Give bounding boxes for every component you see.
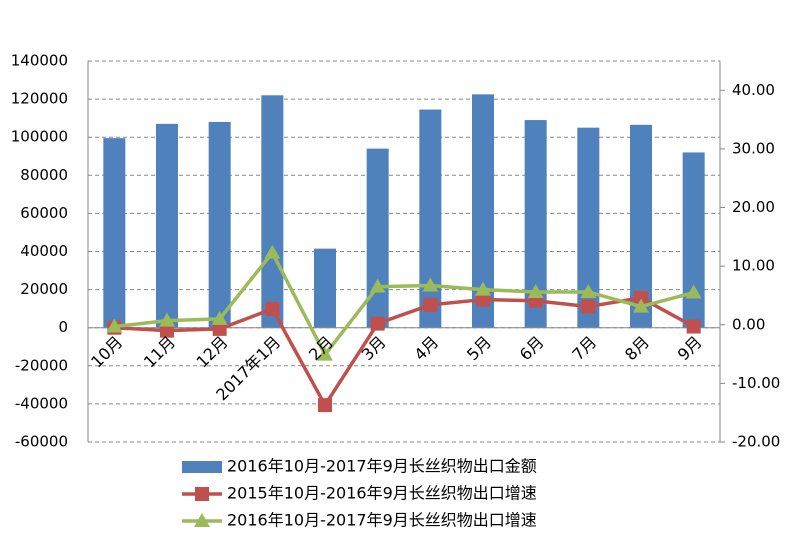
- x-tick-label: 7月: [568, 332, 600, 364]
- x-tick-label: 3月: [358, 332, 390, 364]
- point: [159, 312, 175, 327]
- point: [422, 277, 439, 292]
- x-tick-label: 8月: [621, 332, 653, 364]
- point: [106, 318, 123, 333]
- point: [370, 316, 385, 331]
- y2-tick-label: 20.00: [732, 198, 775, 216]
- point: [633, 298, 649, 313]
- point: [423, 297, 438, 312]
- y-tick-label: 40000: [20, 242, 68, 260]
- line: [114, 249, 695, 358]
- legend-label: 2015年10月-2016年9月长丝织物出口增速: [227, 484, 537, 503]
- bar: [103, 138, 126, 328]
- bar: [524, 120, 547, 328]
- y-tick-label: 80000: [20, 166, 68, 184]
- bar: [314, 248, 336, 328]
- y-tick-label: 140000: [11, 52, 68, 70]
- legend-marker: [194, 513, 210, 527]
- y-tick-label: 120000: [11, 90, 68, 108]
- y-tick-label: 100000: [11, 128, 68, 146]
- y2-tick-label: 40.00: [732, 81, 775, 99]
- point: [264, 244, 281, 259]
- bar: [682, 152, 705, 328]
- legend-swatch: [182, 461, 222, 473]
- y2-tick-label: 10.00: [732, 257, 775, 275]
- point: [527, 283, 544, 298]
- x-tick-label: 10月: [87, 332, 126, 371]
- point: [318, 398, 332, 413]
- bar: [366, 148, 389, 328]
- point: [475, 281, 491, 296]
- point: [211, 310, 228, 325]
- bar: [630, 124, 652, 328]
- y2-tick-label: 0.00: [732, 315, 765, 333]
- y-tick-label: -60000: [15, 433, 68, 451]
- bar: [472, 94, 494, 328]
- y-tick-label: 60000: [20, 204, 68, 222]
- line: [114, 295, 695, 409]
- legend-marker: [195, 487, 209, 501]
- point: [685, 284, 702, 299]
- y-tick-label: 20000: [20, 280, 68, 298]
- x-tick-label: 5月: [463, 332, 495, 364]
- x-tick-label: 6月: [516, 332, 548, 364]
- point: [160, 323, 174, 338]
- bar: [156, 123, 178, 328]
- point: [581, 299, 596, 314]
- x-tick-label: 4月: [410, 332, 442, 364]
- point: [634, 290, 648, 305]
- y2-tick-label: -10.00: [732, 374, 780, 392]
- x-tick-label: 12月: [193, 332, 232, 371]
- y-tick-label: -40000: [15, 394, 68, 412]
- y-tick-label: 0: [58, 318, 68, 336]
- point: [369, 278, 386, 293]
- bar: [261, 95, 284, 328]
- x-tick-label: 9月: [674, 332, 706, 364]
- legend-label: 2016年10月-2017年9月长丝织物出口金额: [227, 457, 537, 476]
- point: [212, 321, 227, 336]
- bar: [577, 127, 600, 328]
- bar: [419, 109, 442, 328]
- y-tick-label: -20000: [15, 356, 68, 374]
- y2-tick-label: -20.00: [732, 433, 780, 451]
- point: [686, 319, 701, 334]
- bar: [208, 121, 231, 328]
- legend-label: 2016年10月-2017年9月长丝织物出口增速: [227, 511, 537, 530]
- point: [476, 292, 490, 307]
- point: [580, 283, 597, 298]
- point: [265, 301, 280, 316]
- y2-tick-label: 30.00: [732, 139, 775, 157]
- point: [317, 346, 333, 361]
